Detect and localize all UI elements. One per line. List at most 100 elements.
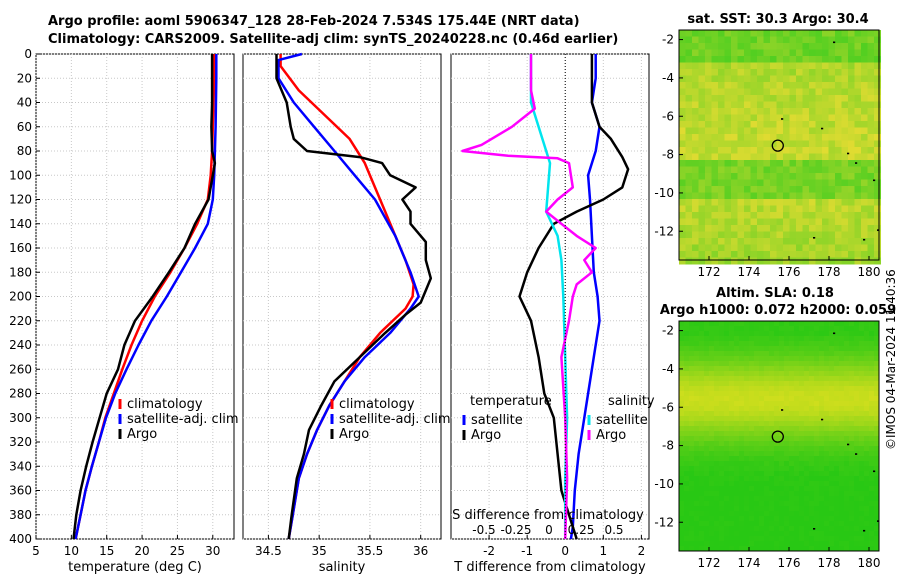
sla-map-cell [769, 436, 775, 442]
sla-map-cell [719, 436, 725, 442]
sst-map-cell [776, 166, 784, 174]
sla-map-cell [729, 521, 735, 527]
sst-map-cell [737, 75, 745, 83]
sla-map-cell [694, 546, 700, 552]
sla-map-cell [859, 531, 865, 537]
sla-map-cell [849, 351, 855, 357]
sla-map-cell [804, 406, 810, 412]
sst-map-cell [828, 108, 836, 115]
sla-map-cell [769, 526, 775, 532]
sst-map-cell [731, 153, 738, 161]
sst-map-cell [848, 205, 855, 213]
sla-map-cell [804, 546, 810, 552]
sst-map-cell [737, 134, 745, 141]
sla-map-cell [834, 321, 840, 327]
sst-map-cell [848, 147, 855, 154]
sst-map-cell [848, 82, 855, 89]
sla-map-cell [679, 541, 685, 547]
sla-map-cell [719, 386, 725, 392]
sst-map-cell [763, 166, 771, 174]
temperature-xtick-label: 10 [64, 544, 79, 558]
sst-map-cell [848, 69, 855, 76]
sla-map-cell [699, 426, 705, 432]
sla-map-cell [729, 411, 735, 417]
sla-map-cell [869, 361, 875, 367]
sla-map-cell [709, 446, 715, 452]
sla-map-cell [769, 466, 775, 472]
sst-map-cell [822, 62, 829, 70]
sla-map-cell [789, 436, 795, 442]
sla-map-cell [789, 396, 795, 402]
sla-map-cell [799, 536, 805, 542]
sla-map-cell [729, 391, 735, 397]
sst-map-cell [809, 225, 816, 232]
sla-map-cell [799, 456, 805, 462]
sst-map-cell [809, 173, 816, 180]
sla-map-cell [679, 431, 685, 437]
sla-map-cell [789, 391, 795, 397]
sst-map-cell [874, 160, 881, 167]
sla-map-cell [704, 321, 710, 327]
sla-map-cell [869, 541, 875, 547]
sla-map-cell [754, 461, 760, 467]
sla-map-cell [804, 531, 810, 537]
sla-map-cell [814, 506, 820, 512]
sst-map-cell [783, 192, 790, 200]
sla-map-cell [789, 496, 795, 502]
sst-map-ytick-label: -2 [662, 33, 674, 47]
sla-map-cell [854, 536, 860, 542]
sla-map-cell [769, 511, 775, 517]
sla-map-cell [789, 381, 795, 387]
sla-map-cell [684, 341, 690, 347]
sla-map-cell [859, 511, 865, 517]
sla-map-cell [759, 431, 765, 437]
sla-map-cell [729, 416, 735, 422]
sla-map-cell [854, 491, 860, 497]
sst-map-cell [809, 251, 816, 258]
sst-map-cell [705, 166, 712, 174]
sst-map-cell [783, 108, 790, 115]
sst-map-cell [711, 153, 719, 161]
sla-map-cell [819, 526, 825, 532]
sla-map-cell [724, 386, 730, 392]
sla-map-cell [734, 346, 740, 352]
sla-map-cell [809, 356, 815, 362]
sla-map-cell [784, 531, 790, 537]
sst-map-argo-marker [771, 139, 784, 152]
sla-map-cell [759, 391, 765, 397]
sst-map-cell [744, 134, 751, 141]
sst-map-cell [822, 160, 829, 167]
sst-map-cell [835, 140, 842, 148]
sst-map-cell [679, 95, 686, 102]
sst-map-cell [718, 212, 725, 219]
sst-map-cell [692, 192, 699, 200]
sla-map-cell [679, 336, 685, 342]
sla-map-cell [714, 511, 720, 517]
sla-map-cell [779, 391, 785, 397]
sst-map-cell [705, 225, 712, 232]
sla-map-cell [739, 451, 745, 457]
sla-map-cell [869, 481, 875, 487]
sla-map-cell [684, 371, 690, 377]
sla-map-cell [794, 536, 800, 542]
sla-map-cell [799, 516, 805, 522]
sla-map-cell [754, 496, 760, 502]
sla-map-cell [689, 496, 695, 502]
sst-map-cell [848, 225, 855, 232]
sla-map-cell [759, 511, 765, 517]
sst-map-cell [724, 160, 732, 167]
sla-map-cell [794, 506, 800, 512]
sla-map-cell [819, 376, 825, 382]
sst-map-cell [848, 179, 855, 187]
sla-map-cell [684, 491, 690, 497]
sst-map-cell [848, 218, 855, 226]
sst-map-cell [874, 114, 881, 122]
sla-map-cell [834, 496, 840, 502]
sla-map-cell [874, 516, 880, 522]
sla-map-cell [819, 451, 825, 457]
sst-map-cell [750, 251, 758, 258]
sst-map-cell [705, 95, 712, 102]
sla-map-cell [704, 326, 710, 332]
sla-map-cell [864, 466, 870, 472]
sla-map-cell [849, 356, 855, 362]
